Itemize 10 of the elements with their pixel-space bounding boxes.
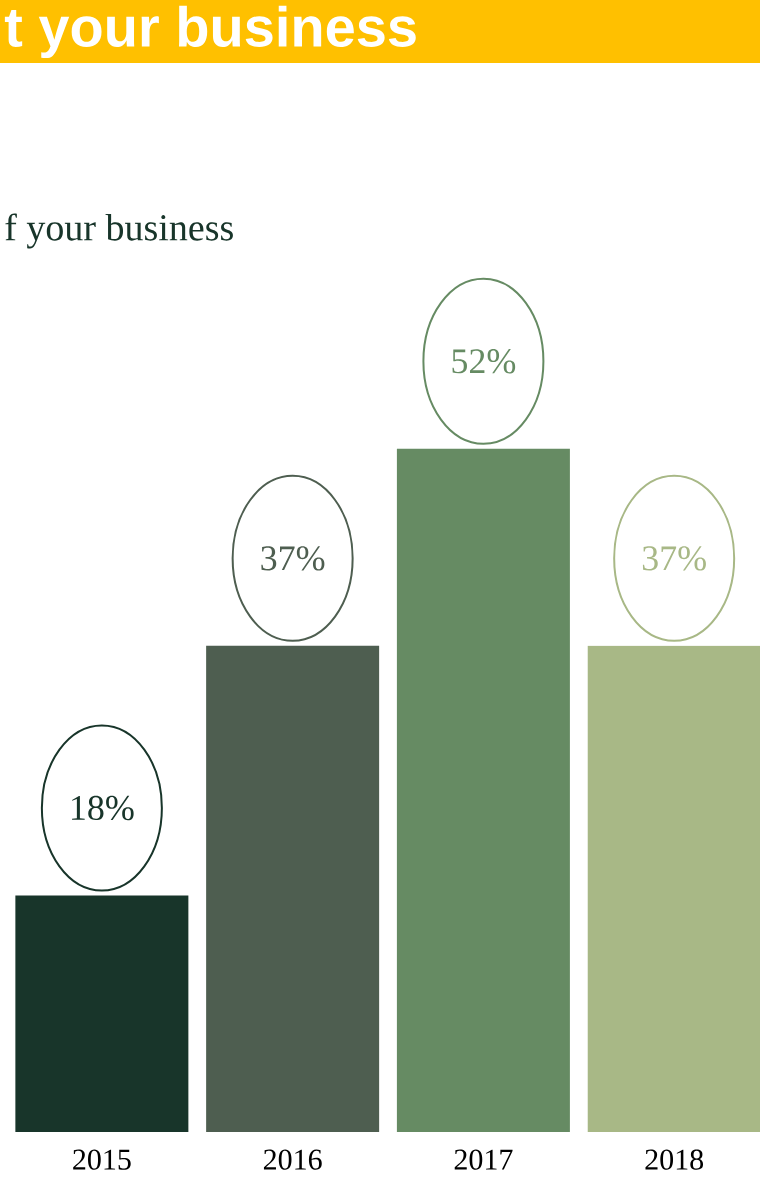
- data-label: 37%: [642, 546, 706, 571]
- x-tick-label: 2018: [645, 1149, 704, 1170]
- x-tick-label: 2017: [454, 1149, 513, 1170]
- x-tick-label: 2015: [73, 1149, 131, 1170]
- data-label: 52%: [452, 349, 516, 374]
- chart-subtitle: f your business: [5, 213, 233, 249]
- x-tick-label: 2016: [263, 1149, 322, 1170]
- data-label: 18%: [72, 795, 134, 821]
- data-label: 37%: [261, 546, 325, 571]
- chart-title: t your business: [4, 5, 416, 59]
